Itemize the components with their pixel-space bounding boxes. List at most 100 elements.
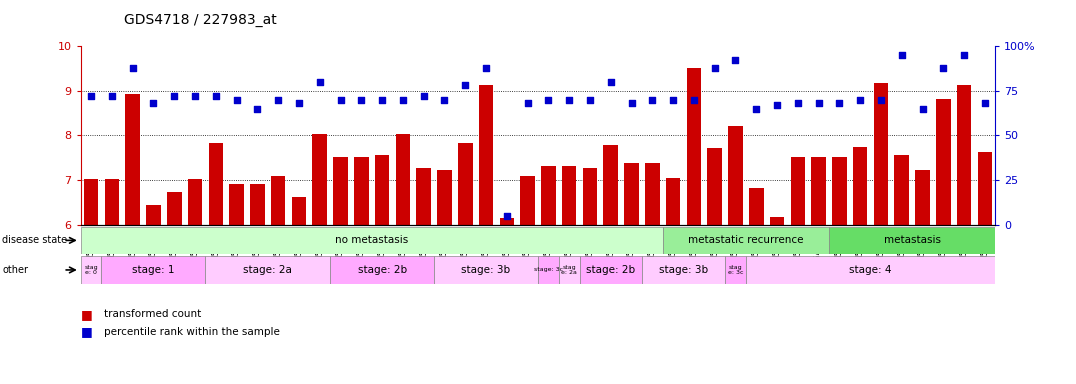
Bar <box>580 256 642 284</box>
Point <box>976 100 993 106</box>
Point <box>166 93 183 99</box>
Bar <box>936 99 950 225</box>
Point <box>851 97 868 103</box>
Text: stage: 3b: stage: 3b <box>659 265 708 275</box>
Point <box>311 79 328 85</box>
Text: stage: 2a: stage: 2a <box>243 265 293 275</box>
Text: stage: 1: stage: 1 <box>132 265 174 275</box>
Bar <box>458 143 472 225</box>
Bar <box>479 85 493 225</box>
Bar <box>666 178 680 225</box>
Point <box>228 97 245 103</box>
Point <box>665 97 682 103</box>
Point <box>955 52 973 58</box>
Bar <box>81 227 663 254</box>
Bar <box>604 145 618 225</box>
Bar <box>916 170 930 225</box>
Bar <box>583 167 597 225</box>
Point <box>145 100 162 106</box>
Point <box>727 57 745 63</box>
Point <box>291 100 308 106</box>
Bar <box>978 152 992 225</box>
Bar <box>126 94 140 225</box>
Bar <box>334 157 348 225</box>
Point <box>748 106 765 112</box>
Text: GDS4718 / 227983_at: GDS4718 / 227983_at <box>124 13 277 27</box>
Point <box>249 106 266 112</box>
Point <box>103 93 121 99</box>
Text: transformed count: transformed count <box>104 310 201 319</box>
Point <box>415 93 433 99</box>
Bar <box>769 217 784 225</box>
Text: no metastasis: no metastasis <box>335 235 408 245</box>
Bar <box>229 184 244 225</box>
Point <box>519 100 536 106</box>
Bar <box>725 256 746 284</box>
Point <box>643 97 661 103</box>
Point <box>706 65 723 71</box>
Point <box>436 97 453 103</box>
Point <box>394 97 411 103</box>
Point <box>603 79 620 85</box>
Point <box>789 100 806 106</box>
Bar <box>250 184 265 225</box>
Point <box>353 97 370 103</box>
Text: stage: 3c: stage: 3c <box>534 267 563 273</box>
Bar <box>853 147 867 225</box>
Text: percentile rank within the sample: percentile rank within the sample <box>104 327 280 337</box>
Text: stage: 2b: stage: 2b <box>586 265 635 275</box>
Bar <box>312 134 327 225</box>
Bar <box>663 227 829 254</box>
Bar <box>749 188 764 225</box>
Bar <box>791 157 805 225</box>
Bar <box>146 205 160 225</box>
Bar <box>521 175 535 225</box>
Point <box>331 97 349 103</box>
Point <box>768 102 785 108</box>
Bar <box>416 167 431 225</box>
Point <box>83 93 100 99</box>
Bar <box>354 157 369 225</box>
Point <box>373 97 391 103</box>
Bar <box>437 170 452 225</box>
Text: stag
e: 0: stag e: 0 <box>84 265 98 275</box>
Bar <box>874 83 889 225</box>
Bar <box>209 143 223 225</box>
Bar <box>894 156 909 225</box>
Bar <box>728 126 742 225</box>
Point <box>893 52 910 58</box>
Point <box>540 97 557 103</box>
Bar <box>746 256 995 284</box>
Bar <box>541 166 555 225</box>
Text: stage: 2b: stage: 2b <box>357 265 407 275</box>
Bar <box>81 256 101 284</box>
Bar <box>957 85 972 225</box>
Text: other: other <box>2 265 28 275</box>
Point <box>270 97 287 103</box>
Point <box>478 65 495 71</box>
Bar <box>645 163 660 225</box>
Point <box>581 97 598 103</box>
Bar <box>538 256 558 284</box>
Bar <box>499 218 514 225</box>
Bar <box>434 256 538 284</box>
Bar <box>829 227 995 254</box>
Bar <box>707 148 722 225</box>
Bar <box>167 192 182 225</box>
Bar <box>832 157 847 225</box>
Text: stag
e: 3c: stag e: 3c <box>727 265 744 275</box>
Text: ■: ■ <box>81 325 93 338</box>
Bar <box>271 175 285 225</box>
Bar <box>396 134 410 225</box>
Text: stage: 3b: stage: 3b <box>462 265 511 275</box>
Bar <box>558 256 580 284</box>
Point <box>685 97 703 103</box>
Bar <box>104 179 119 225</box>
Point <box>208 93 225 99</box>
Point <box>914 106 931 112</box>
Text: stag
e: 2a: stag e: 2a <box>562 265 577 275</box>
Bar <box>84 179 98 225</box>
Bar <box>374 156 390 225</box>
Bar <box>330 256 434 284</box>
Point <box>935 65 952 71</box>
